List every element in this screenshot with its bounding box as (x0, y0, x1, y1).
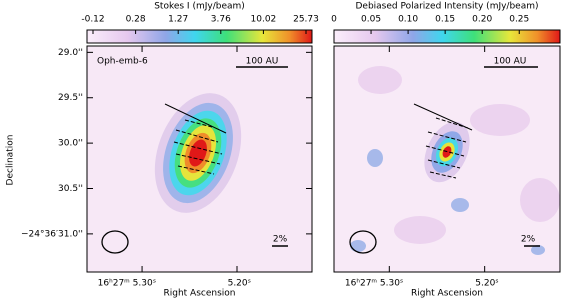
scale-bar-label: 100 AU (494, 57, 527, 67)
x-axis-label: Right Ascension (164, 289, 236, 298)
scale-bar-label: 100 AU (246, 57, 279, 67)
polarization-vectors (164, 103, 473, 179)
y-tick-label: −24°36′31.0'' (21, 229, 83, 239)
colorbar-tick-label: 3.76 (211, 15, 231, 25)
x-tick-label: 5.20ˢ (475, 279, 498, 289)
y-tick-label: 30.5'' (58, 184, 83, 194)
colorbar-tick-label: 0.15 (435, 15, 455, 25)
x-tick-label: 16ʰ27ᵐ 5.30ˢ (98, 279, 156, 289)
colorbar-tick-label: 25.73 (293, 15, 319, 25)
x-axis-label: Right Ascension (411, 289, 483, 298)
y-tick-label: 29.0'' (58, 48, 83, 58)
colorbar (333, 29, 561, 44)
panel-frame (333, 45, 561, 273)
vector-scale-label: 2% (521, 235, 536, 245)
colorbar-tick-label: 0.10 (398, 15, 418, 25)
colorbar-tick-label: 0.20 (472, 15, 492, 25)
colorbar-tick-label: 1.27 (168, 15, 188, 25)
y-tick-label: 30.0'' (58, 139, 83, 149)
colorbar-label: Stokes I (mJy/beam) (154, 2, 245, 12)
colorbar-tick-label: 0 (331, 15, 337, 25)
y-tick-label: 29.5'' (58, 93, 83, 103)
colorbar-tick-label: 0.28 (126, 15, 146, 25)
vector-scale-label: 2% (273, 235, 288, 245)
colorbar-tick-label: 0.25 (509, 15, 529, 25)
colorbar-tick-label: 10.02 (251, 15, 277, 25)
source-label: Oph-emb-6 (97, 57, 148, 67)
colorbar-tick-label: -0.12 (81, 15, 104, 25)
colorbar-tick-label: 0.05 (361, 15, 381, 25)
x-tick-label: 5.20ˢ (228, 279, 251, 289)
panel-frame (86, 45, 313, 273)
colorbar (86, 29, 313, 44)
colorbar-label: Debiased Polarized Intensity (mJy/beam) (355, 2, 538, 12)
beam (101, 230, 377, 254)
x-tick-label: 16ʰ27ᵐ 5.30ˢ (345, 279, 403, 289)
y-axis-label: Declination (6, 135, 16, 186)
